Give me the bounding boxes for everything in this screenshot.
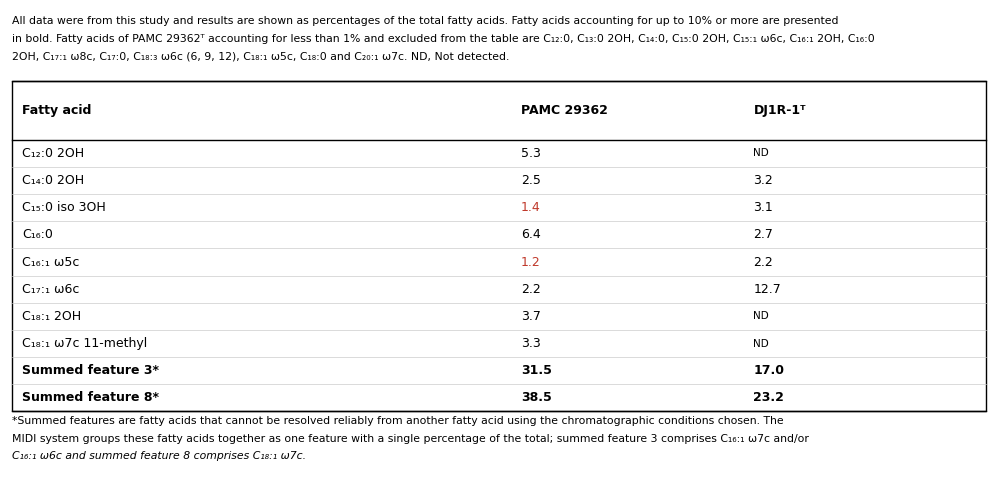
Text: 2.7: 2.7 <box>753 228 773 241</box>
Text: DJ1R-1ᵀ: DJ1R-1ᵀ <box>753 104 806 117</box>
Text: 23.2: 23.2 <box>753 391 784 404</box>
Text: C₁₈:₁ 2OH: C₁₈:₁ 2OH <box>22 310 81 323</box>
Text: 3.7: 3.7 <box>521 310 541 323</box>
Text: 2OH, C₁₇:₁ ω8c, C₁₇:0, C₁₈:₃ ω6c (6, 9, 12), C₁₈:₁ ω5c, C₁₈:0 and C₂₀:₁ ω7c. ND,: 2OH, C₁₇:₁ ω8c, C₁₇:0, C₁₈:₃ ω6c (6, 9, … <box>12 51 509 61</box>
Text: MIDI system groups these fatty acids together as one feature with a single perce: MIDI system groups these fatty acids tog… <box>12 434 808 444</box>
Text: 2.2: 2.2 <box>753 256 773 269</box>
Text: PAMC 29362: PAMC 29362 <box>521 104 608 117</box>
Text: 38.5: 38.5 <box>521 391 552 404</box>
Text: ND: ND <box>753 311 769 321</box>
Text: 6.4: 6.4 <box>521 228 541 241</box>
Text: in bold. Fatty acids of PAMC 29362ᵀ accounting for less than 1% and excluded fro: in bold. Fatty acids of PAMC 29362ᵀ acco… <box>12 34 874 44</box>
Text: All data were from this study and results are shown as percentages of the total : All data were from this study and result… <box>12 16 838 26</box>
Text: 3.1: 3.1 <box>753 201 773 214</box>
Text: Summed feature 3*: Summed feature 3* <box>22 364 159 377</box>
Text: 1.2: 1.2 <box>521 256 541 269</box>
Text: C₁₇:₁ ω6c: C₁₇:₁ ω6c <box>22 283 79 296</box>
Text: *Summed features are fatty acids that cannot be resolved reliably from another f: *Summed features are fatty acids that ca… <box>12 416 783 426</box>
Text: C₁₈:₁ ω7c 11-methyl: C₁₈:₁ ω7c 11-methyl <box>22 337 148 350</box>
Text: ND: ND <box>753 339 769 349</box>
Bar <box>12 81 986 411</box>
Text: 12.7: 12.7 <box>753 283 781 296</box>
Text: 2.2: 2.2 <box>521 283 541 296</box>
Text: 2.5: 2.5 <box>521 174 541 187</box>
Text: ND: ND <box>753 148 769 158</box>
Text: 31.5: 31.5 <box>521 364 552 377</box>
Text: 3.3: 3.3 <box>521 337 541 350</box>
Text: C₁₅:0 iso 3OH: C₁₅:0 iso 3OH <box>22 201 106 214</box>
Text: C₁₂:0 2OH: C₁₂:0 2OH <box>22 147 84 160</box>
Text: C₁₆:0: C₁₆:0 <box>22 228 53 241</box>
Text: C₁₄:0 2OH: C₁₄:0 2OH <box>22 174 84 187</box>
Text: Summed feature 8*: Summed feature 8* <box>22 391 159 404</box>
Text: 17.0: 17.0 <box>753 364 784 377</box>
Text: 3.2: 3.2 <box>753 174 773 187</box>
Text: 5.3: 5.3 <box>521 147 541 160</box>
Text: C₁₆:₁ ω5c: C₁₆:₁ ω5c <box>22 256 79 269</box>
Text: 1.4: 1.4 <box>521 201 541 214</box>
Text: C₁₆:₁ ω6c and summed feature 8 comprises C₁₈:₁ ω7c.: C₁₆:₁ ω6c and summed feature 8 comprises… <box>12 451 306 461</box>
Text: Fatty acid: Fatty acid <box>22 104 92 117</box>
